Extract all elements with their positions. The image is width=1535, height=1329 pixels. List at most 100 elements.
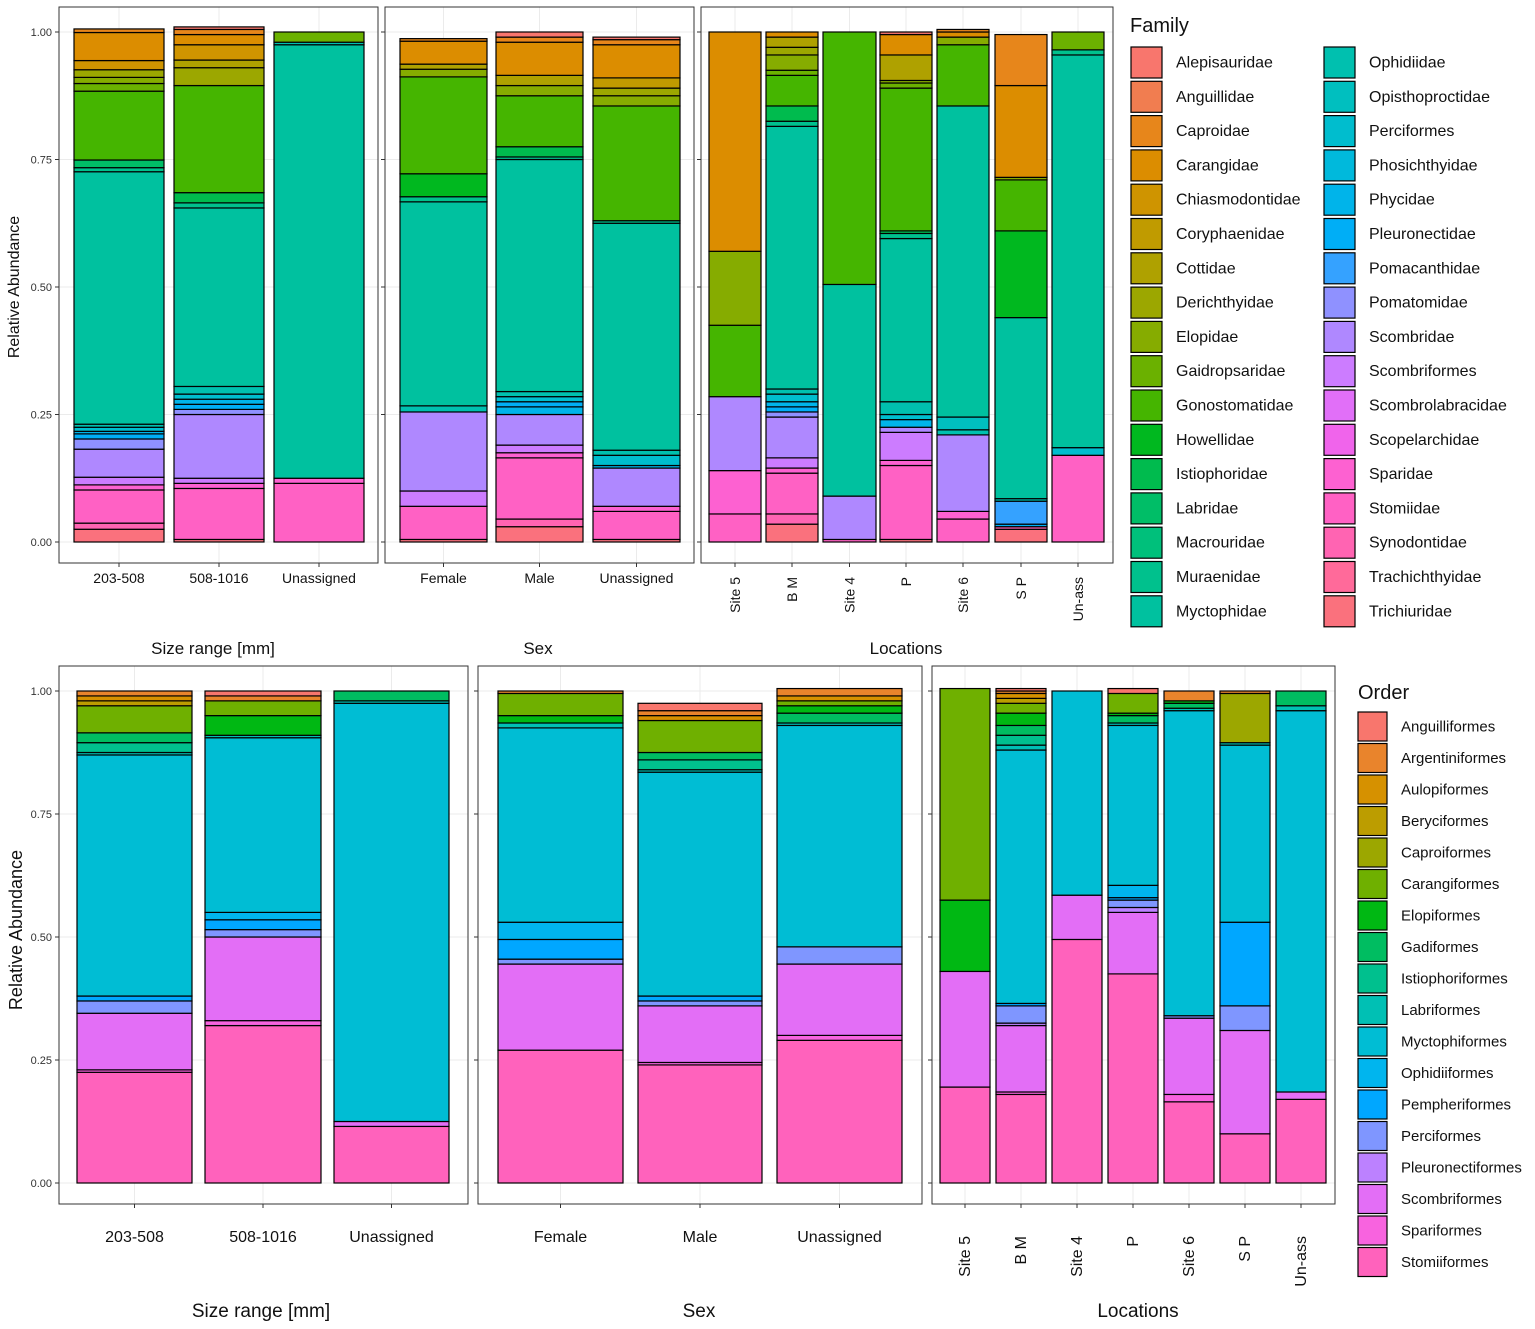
bar-segment-istiophoriformes [76, 742, 193, 754]
bar-segment-opisthoproctidae [936, 416, 990, 431]
bar-segment-labridae [73, 159, 165, 169]
bar-segment-elopidae [495, 84, 584, 97]
bar-segment-alepisauridae [879, 31, 933, 36]
bar-segment-chiasmodontidae [173, 44, 265, 61]
bar-segment-coryphaenidae [592, 77, 681, 89]
legend-swatch [1130, 458, 1163, 491]
bar-segment-scombriformes [995, 1024, 1047, 1093]
panel-order-2: Site 5 B M Site 4 P Site 6 S P Un-ass Locations [928, 665, 1336, 1322]
legend-label: Synodontidae [1369, 535, 1467, 552]
bar-segment-scombriformes [1051, 894, 1103, 941]
bar-segment-muraenidae [765, 120, 819, 127]
legend-label: Chiasmodontidae [1176, 192, 1301, 209]
legend-swatch [1323, 183, 1356, 216]
y-tick-label: 0.00 [31, 1178, 52, 1190]
bar-segment-derichthyidae [73, 69, 165, 78]
bar-segment-sparidae [879, 459, 933, 467]
bar-segment-myctophidae [273, 44, 365, 479]
y-tick-label: 0.75 [31, 809, 52, 821]
bar-segment-perciformes [76, 1000, 193, 1014]
bar-segment-ophidiidae [495, 390, 584, 398]
legend-label: Scombrolabracidae [1369, 398, 1507, 415]
legend-label: Elopiformes [1401, 908, 1480, 925]
bar-segment-derichthyidae [592, 87, 681, 97]
bar-segment-gonostomatidae [765, 74, 819, 107]
bar-segment-gadiformes [995, 724, 1047, 736]
bar-segment-stomiidae [73, 489, 165, 524]
bar-segment-perciformes [776, 946, 903, 965]
x-category-label: Site 4 [842, 577, 858, 613]
panel-border [384, 6, 695, 564]
bar-segment-carangiformes [76, 705, 193, 734]
legend-swatch [1323, 389, 1356, 422]
panel-order-1: Female Male Unassigned Sex [474, 665, 923, 1322]
bar-segment-scombriformes [495, 444, 584, 454]
bar-segment-carangiformes [776, 700, 903, 707]
legend-label: Trachichthyidae [1369, 569, 1481, 586]
bar-segment-istiophoridae [173, 192, 265, 204]
legend-family: Family Alepisauridae Anguillidae Caproidae C… [1130, 15, 1507, 628]
x-category-label: Site 5 [957, 1236, 974, 1277]
bar-segment-perciformes [995, 1005, 1047, 1024]
bar-segment-elopidae [936, 36, 990, 46]
legend-swatch [1357, 1089, 1388, 1120]
legend-label: Pleuronectidae [1369, 226, 1476, 243]
x-category-label: B M [1013, 1236, 1030, 1264]
legend-label: Phycidae [1369, 192, 1435, 209]
legend-swatch [1323, 526, 1356, 559]
bar-segment-carangidae [708, 31, 762, 252]
legend-label: Gaidropsaridae [1176, 363, 1286, 380]
bar-segment-carangidae [765, 31, 819, 38]
legend-label: Carangiformes [1401, 876, 1499, 893]
bar-segment-scombriformes [637, 1005, 763, 1064]
bar-segment-gaidropsaridae [1051, 31, 1105, 51]
bar-segment-phycidae [495, 406, 584, 416]
bar-segment-caproidae [936, 28, 990, 33]
legend-swatch [1323, 458, 1356, 491]
bar-segment-scombriformes [1219, 1029, 1271, 1135]
y-tick-label: 0.50 [31, 282, 52, 294]
bar-segment-argentiniformes [1163, 690, 1215, 702]
bar-segment-gonostomatidae [822, 31, 877, 286]
legend-swatch [1357, 1026, 1388, 1057]
bar-segment-perciformes [1051, 447, 1105, 456]
panel-family-2: Site 5 B M Site 4 P Site 6 S P Un-ass Locations [697, 6, 1114, 658]
bar-segment-myctophidae [936, 105, 990, 418]
bar-segment-muraenidae [1051, 49, 1105, 56]
bar-segment-pempheriformes [497, 938, 624, 960]
bar-segment-caproiformes [1219, 692, 1271, 744]
bar-segment-aulopiformes [995, 692, 1047, 699]
legend-swatch [1130, 286, 1163, 319]
legend-swatch [1130, 526, 1163, 559]
bar-segment-caproidae [399, 38, 488, 42]
bar-segment-ophidiidae [936, 429, 990, 436]
bar-segment-stomiidae [879, 464, 933, 541]
bar-segment-carangidae [936, 31, 990, 38]
legend-label: Anguillidae [1176, 89, 1254, 106]
legend-swatch [1130, 595, 1163, 628]
legend-swatch [1357, 774, 1388, 805]
bar-segment-pleuronectidae [73, 433, 165, 440]
legend-swatch [1323, 46, 1356, 79]
bar-segment-elopidae [399, 68, 488, 78]
legend-swatch [1323, 595, 1356, 628]
y-tick-label: 0.50 [31, 932, 52, 944]
bar-segment-anguilliformes [1107, 687, 1159, 695]
legend-swatch [1130, 149, 1163, 182]
legend-swatch [1130, 355, 1163, 388]
bar-segment-sparidae [173, 482, 265, 490]
bar-segment-carangidae [994, 84, 1048, 178]
bar-segment-carangiformes [637, 719, 763, 754]
legend-swatch [1357, 1183, 1388, 1215]
bar-segment-cottidae [765, 36, 819, 48]
bar-segment-gonostomatidae [879, 87, 933, 232]
bar-segment-beryciformes [76, 700, 193, 707]
bar-segment-myctophiformes [333, 702, 450, 1123]
x-category-label: P [1125, 1236, 1142, 1247]
x-category-label: Unassigned [282, 570, 356, 586]
legend-swatch [1130, 217, 1163, 251]
panel-border [58, 6, 379, 564]
x-category-label: Un-ass [1070, 577, 1086, 621]
bar-segment-stomiidae [495, 457, 584, 520]
